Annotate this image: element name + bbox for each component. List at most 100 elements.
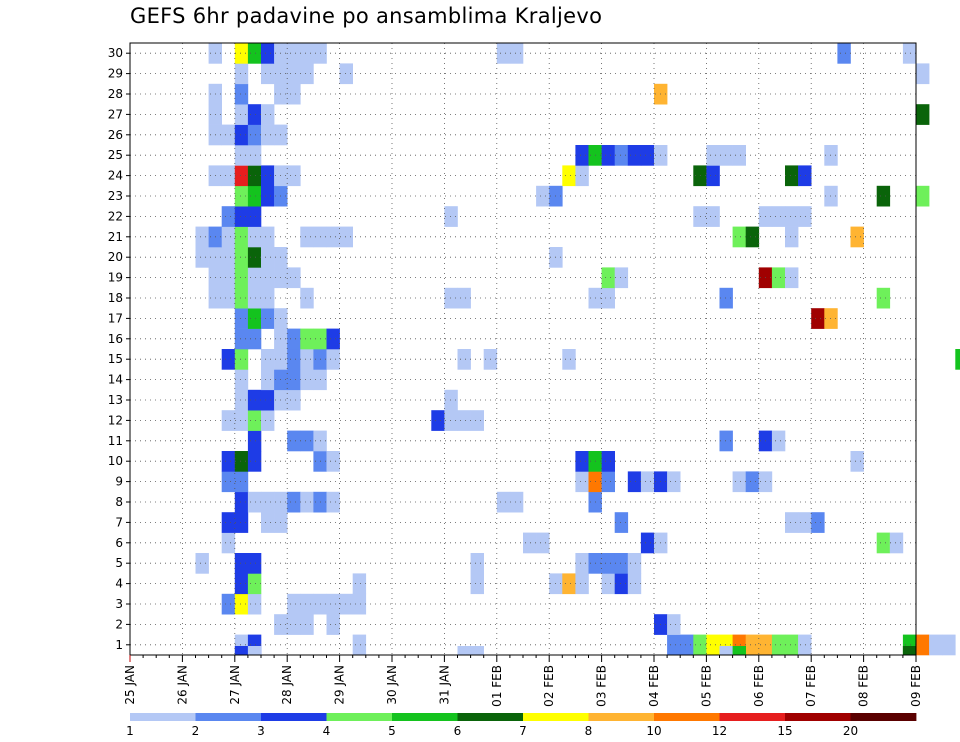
heatmap-cell: [627, 145, 642, 166]
heatmap-cell: [221, 124, 236, 146]
heatmap-cell: [234, 471, 249, 493]
heatmap-cell: [444, 287, 458, 309]
heatmap-cell: [300, 369, 314, 391]
heatmap-cell: [798, 634, 812, 656]
heatmap-cell: [221, 206, 236, 227]
heatmap-cell: [785, 226, 799, 248]
heatmap-cell: [536, 532, 550, 554]
heatmap-cell: [745, 634, 760, 656]
heatmap-cell: [719, 430, 733, 452]
legend-label: 5: [388, 724, 396, 738]
heatmap-cell: [221, 451, 236, 472]
heatmap-cell: [837, 43, 851, 64]
heatmap-cell: [300, 226, 314, 248]
heatmap-cell: [745, 471, 760, 493]
heatmap-cell: [352, 593, 367, 615]
heatmap-cell: [798, 512, 812, 533]
y-tick-label: 12: [108, 413, 123, 427]
heatmap-cell: [195, 226, 209, 248]
legend-swatch: [457, 713, 524, 721]
heatmap-cell: [876, 185, 891, 207]
legend-label: 1: [126, 724, 134, 738]
x-tick-label: 09 FEB: [909, 665, 923, 707]
grid-layer: [130, 43, 917, 655]
heatmap-cell: [785, 512, 799, 533]
heatmap-cell: [261, 165, 275, 187]
heatmap-cell: [261, 512, 275, 533]
heatmap-cell: [247, 389, 262, 411]
heatmap-cell: [300, 63, 314, 85]
heatmap-cell: [575, 165, 589, 187]
y-tick-label: 8: [115, 495, 123, 509]
heatmap-cell: [195, 553, 209, 574]
y-tick-label: 22: [108, 209, 123, 223]
legend-label: 10: [646, 724, 661, 738]
y-tick-label: 10: [108, 454, 123, 468]
y-tick-label: 30: [108, 46, 123, 60]
heatmap-cell: [221, 410, 236, 431]
legend-swatch: [261, 713, 327, 721]
x-tick-label: 26 JAN: [175, 665, 189, 705]
heatmap-cell: [339, 226, 353, 248]
heatmap-cell: [614, 512, 629, 533]
heatmap-cell: [247, 328, 262, 350]
heatmap-cell: [234, 349, 249, 370]
heatmap-cell: [667, 471, 681, 493]
heatmap-cell: [496, 491, 511, 513]
heatmap-cell: [300, 430, 314, 452]
heatmap-cell: [470, 410, 484, 431]
legend: 1 2 3 4 5 6 7 8 10 12 15 20: [126, 713, 917, 738]
legend-label: 12: [712, 724, 727, 738]
x-tick-label: 06 FEB: [752, 665, 766, 707]
heatmap-cell: [261, 287, 275, 309]
heatmap-cell: [261, 491, 275, 513]
heatmap-cell: [667, 614, 681, 635]
y-tick-label: 9: [115, 475, 123, 489]
heatmap-cell: [811, 512, 825, 533]
heatmap-cell: [470, 553, 484, 574]
y-tick-label: 1: [115, 638, 123, 652]
x-tick-label: 08 FEB: [857, 665, 871, 707]
y-tick-label: 28: [108, 87, 123, 101]
heatmap-cell: [457, 349, 471, 370]
heatmap-cell: [261, 43, 275, 64]
heatmap-cell: [221, 247, 236, 268]
x-tick-label: 30 JAN: [385, 665, 399, 705]
heatmap-cell: [771, 206, 786, 227]
heatmap-cell: [929, 634, 943, 656]
heatmap-cell: [575, 471, 589, 493]
heatmap-cell: [627, 553, 642, 574]
heatmap-cell: [509, 43, 524, 64]
heatmap-cell: [771, 430, 786, 452]
legend-swatch: [588, 713, 655, 721]
heatmap-cell: [221, 593, 236, 615]
heatmap-cell: [352, 573, 367, 595]
heatmap-cell: [234, 247, 249, 268]
heatmap-cell: [247, 145, 262, 166]
heatmap-cell: [601, 451, 615, 472]
bottom-row-cell: [234, 646, 249, 655]
heatmap-cell: [234, 43, 249, 64]
heatmap-cell: [261, 369, 275, 391]
heatmap-cell: [247, 410, 262, 431]
y-tick-label: 19: [108, 271, 123, 285]
heatmap-cell: [247, 104, 262, 125]
legend-swatch: [195, 713, 262, 721]
heatmap-cell: [234, 287, 249, 309]
y-tick-label: 26: [108, 128, 123, 142]
heatmap-cell: [234, 104, 249, 125]
heatmap-cell: [287, 614, 301, 635]
heatmap-cell: [601, 145, 615, 166]
heatmap-cell: [326, 593, 340, 615]
heatmap-cell: [575, 573, 589, 595]
legend-swatch: [719, 713, 786, 721]
heatmap-cell: [562, 165, 576, 187]
heatmap-cell: [444, 389, 458, 411]
heatmap-cell: [889, 532, 904, 554]
x-tick-label: 31 JAN: [437, 665, 451, 705]
heatmap-cell: [247, 247, 262, 268]
y-tick-label: 2: [115, 617, 123, 631]
heatmap-cell: [287, 165, 301, 187]
heatmap-cell: [221, 287, 236, 309]
